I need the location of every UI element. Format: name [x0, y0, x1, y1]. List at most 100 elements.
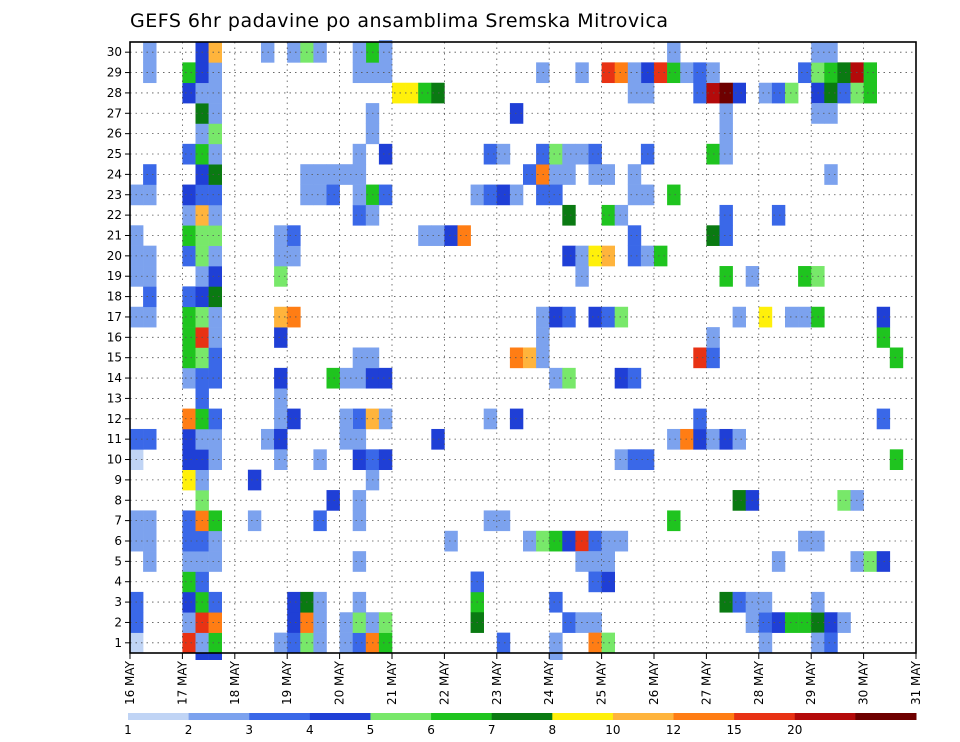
heatmap-cell	[352, 164, 367, 185]
heatmap-cell	[352, 143, 367, 165]
heatmap-cell	[627, 449, 642, 470]
heatmap-cell	[562, 612, 576, 633]
x-tick-label: 31 MAY	[909, 660, 923, 705]
heatmap-cell	[339, 428, 353, 450]
y-tick-label: 24	[107, 167, 122, 181]
heatmap-cell	[208, 653, 222, 660]
heatmap-cell	[457, 225, 471, 246]
y-tick-label: 30	[107, 45, 122, 59]
heatmap-cell	[326, 184, 340, 206]
colorbar-swatch	[855, 713, 917, 720]
heatmap-cell	[523, 530, 537, 552]
heatmap-cell	[693, 428, 707, 450]
heatmap-cell	[758, 632, 773, 654]
heatmap-cell	[208, 164, 222, 185]
x-tick-label: 16 MAY	[123, 660, 137, 705]
heatmap-cell	[771, 612, 786, 633]
heatmap-cell	[313, 42, 327, 63]
heatmap-cell	[326, 490, 340, 511]
chart-title: GEFS 6hr padavine po ansamblima Sremska …	[130, 10, 669, 32]
heatmap-cell	[378, 62, 393, 84]
heatmap-cells	[130, 40, 904, 660]
heatmap-cell	[654, 62, 668, 84]
colorbar-swatch	[249, 713, 311, 720]
colorbar-label: 1	[124, 723, 132, 737]
colorbar-swatch	[128, 713, 190, 720]
heatmap-cell	[274, 225, 288, 246]
heatmap-cell	[208, 286, 222, 308]
heatmap-cell	[208, 266, 222, 287]
heatmap-cell	[352, 510, 367, 532]
heatmap-cell	[719, 123, 733, 145]
heatmap-cell	[771, 551, 786, 572]
x-tick-label: 23 MAY	[490, 660, 504, 705]
heatmap-cell	[339, 164, 353, 185]
heatmap-cell	[614, 204, 629, 226]
heatmap-cell	[143, 266, 157, 287]
y-tick-label: 17	[107, 310, 122, 324]
heatmap-cell	[758, 82, 773, 104]
heatmap-cell	[667, 42, 681, 63]
heatmap-cell	[339, 367, 353, 389]
heatmap-cell	[182, 367, 196, 389]
heatmap-cell	[509, 184, 524, 206]
heatmap-cell	[143, 530, 157, 552]
heatmap-cell	[496, 632, 511, 654]
heatmap-cell	[339, 408, 353, 430]
y-tick-label: 4	[114, 575, 122, 589]
x-axis: 16 MAY 17 MAY 18 MAY 19 MAY 20 MAY 21 MAY 22 M…	[123, 653, 923, 705]
y-tick-label: 27	[107, 106, 122, 120]
heatmap-cell	[732, 591, 746, 613]
heatmap-cell	[287, 245, 301, 267]
heatmap-cell	[274, 367, 288, 389]
y-axis: 1234567891011121314151617181920212223242…	[107, 45, 130, 650]
heatmap-cell	[182, 347, 196, 369]
heatmap-cell	[483, 408, 498, 430]
y-tick-label: 26	[107, 127, 122, 141]
heatmap-cell	[352, 490, 367, 511]
colorbar-label: 15	[727, 723, 742, 737]
colorbar-label: 12	[666, 723, 681, 737]
heatmap-cell	[208, 143, 222, 165]
heatmap-cell	[758, 591, 773, 613]
y-tick-label: 14	[107, 371, 122, 385]
heatmap-cell	[274, 408, 288, 430]
colorbar-swatch	[431, 713, 493, 720]
heatmap-cell	[889, 347, 904, 369]
y-tick-label: 8	[114, 493, 122, 507]
heatmap-cell	[549, 143, 563, 165]
y-tick-label: 28	[107, 86, 122, 100]
heatmap-cell	[549, 184, 563, 206]
heatmap-cell	[182, 62, 196, 84]
heatmap-cell	[208, 62, 222, 84]
heatmap-cell	[562, 530, 576, 552]
heatmap-cell	[601, 62, 615, 84]
heatmap-cell	[182, 306, 196, 328]
heatmap-cell	[601, 164, 615, 185]
heatmap-cell	[509, 103, 524, 124]
heatmap-cell	[798, 62, 812, 84]
heatmap-cell	[352, 184, 367, 206]
heatmap-cell	[208, 184, 222, 206]
heatmap-cell	[719, 266, 733, 287]
heatmap-cell	[313, 632, 327, 654]
heatmap-cell	[208, 347, 222, 369]
y-tick-label: 22	[107, 208, 122, 222]
heatmap-cell	[614, 449, 629, 470]
heatmap-cell	[549, 306, 563, 328]
heatmap-cell	[182, 510, 196, 532]
heatmap-cell	[182, 184, 196, 206]
heatmap-cell	[182, 530, 196, 552]
x-tick-label: 30 MAY	[857, 660, 871, 705]
heatmap-cell	[208, 632, 222, 654]
heatmap-cell	[208, 530, 222, 552]
heatmap-cell	[339, 612, 353, 633]
heatmap-cell	[876, 306, 891, 328]
y-tick-label: 6	[114, 534, 122, 548]
y-tick-label: 18	[107, 290, 122, 304]
heatmap-cell	[378, 449, 393, 470]
heatmap-cell	[143, 306, 157, 328]
heatmap-cell	[614, 367, 629, 389]
heatmap-cell	[601, 530, 615, 552]
